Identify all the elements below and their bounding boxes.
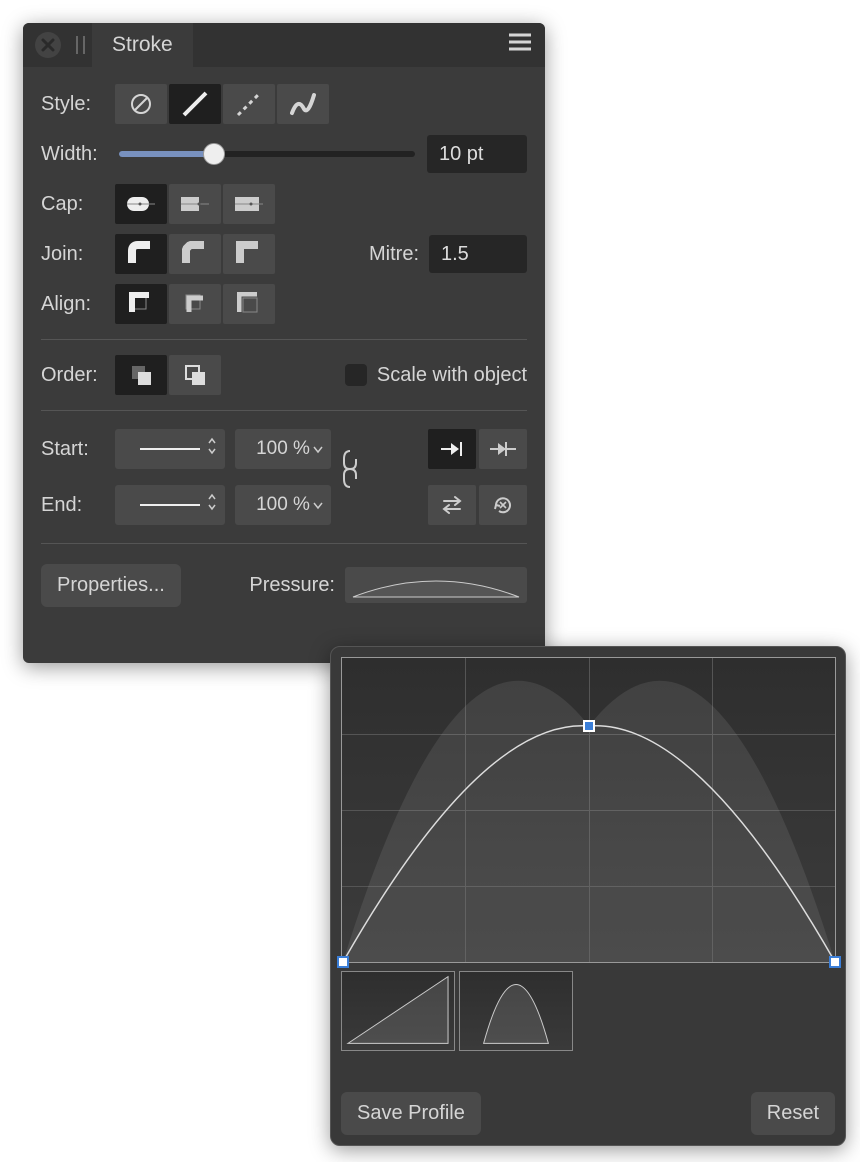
divider bbox=[41, 339, 527, 340]
row-cap: Cap: bbox=[41, 179, 527, 229]
preset-bell[interactable] bbox=[459, 971, 573, 1051]
style-none-button[interactable] bbox=[115, 84, 167, 124]
label-join: Join: bbox=[41, 243, 107, 266]
label-pressure: Pressure: bbox=[249, 574, 335, 597]
label-scale: Scale with object bbox=[377, 364, 527, 387]
style-texture-button[interactable] bbox=[277, 84, 329, 124]
mitre-field[interactable]: 1.5 bbox=[429, 235, 527, 273]
cap-square-button[interactable] bbox=[223, 184, 275, 224]
width-value: 10 pt bbox=[439, 143, 483, 166]
tab-label: Stroke bbox=[112, 33, 173, 57]
width-slider[interactable] bbox=[119, 151, 415, 157]
width-field[interactable]: 10 pt bbox=[427, 135, 527, 173]
align-center-button[interactable] bbox=[115, 284, 167, 324]
close-icon[interactable] bbox=[35, 32, 61, 58]
curve-editor[interactable] bbox=[341, 657, 836, 963]
save-profile-label: Save Profile bbox=[357, 1102, 465, 1124]
mitre-value: 1.5 bbox=[441, 243, 469, 266]
order-behind-button[interactable] bbox=[115, 355, 167, 395]
properties-button[interactable]: Properties... bbox=[41, 564, 181, 607]
cap-butt-button[interactable] bbox=[169, 184, 221, 224]
reset-arrows-button[interactable] bbox=[479, 485, 527, 525]
curve-handle-peak[interactable] bbox=[583, 720, 595, 732]
chevron-down-icon bbox=[313, 438, 323, 460]
cap-round-button[interactable] bbox=[115, 184, 167, 224]
label-width: Width: bbox=[41, 143, 107, 166]
save-profile-button[interactable]: Save Profile bbox=[341, 1092, 481, 1135]
stepper-icon bbox=[207, 437, 217, 461]
row-width: Width: 10 pt bbox=[41, 129, 527, 179]
style-solid-button[interactable] bbox=[169, 84, 221, 124]
style-dashed-button[interactable] bbox=[223, 84, 275, 124]
label-start: Start: bbox=[41, 438, 107, 461]
stepper-icon bbox=[207, 493, 217, 517]
end-pct-field[interactable]: 100 % bbox=[235, 485, 331, 525]
stroke-panel: Stroke Style: bbox=[23, 23, 545, 663]
label-mitre: Mitre: bbox=[369, 243, 419, 266]
chevron-down-icon bbox=[313, 494, 323, 516]
label-end: End: bbox=[41, 494, 107, 517]
reset-label: Reset bbox=[767, 1102, 819, 1124]
swap-arrows-button[interactable] bbox=[428, 485, 476, 525]
row-align: Align: bbox=[41, 279, 527, 329]
align-outside-button[interactable] bbox=[223, 284, 275, 324]
row-end: End: 100 % bbox=[41, 477, 527, 533]
row-style: Style: bbox=[41, 79, 527, 129]
row-order: Order: Scale with object bbox=[41, 350, 527, 400]
preset-row bbox=[341, 971, 835, 1051]
label-order: Order: bbox=[41, 364, 107, 387]
tab-stroke[interactable]: Stroke bbox=[92, 23, 193, 67]
start-pct-field[interactable]: 100 % bbox=[235, 429, 331, 469]
start-pct-value: 100 % bbox=[256, 438, 310, 460]
curve-handle-end[interactable] bbox=[829, 956, 841, 968]
properties-label: Properties... bbox=[57, 574, 165, 596]
divider bbox=[41, 543, 527, 544]
pressure-preview[interactable] bbox=[345, 567, 527, 603]
join-miter-button[interactable] bbox=[223, 234, 275, 274]
curve-handle-start[interactable] bbox=[337, 956, 349, 968]
panel-menu-icon[interactable] bbox=[509, 33, 531, 57]
join-bevel-button[interactable] bbox=[169, 234, 221, 274]
pressure-profile-popup: Save Profile Reset bbox=[330, 646, 846, 1146]
divider bbox=[41, 410, 527, 411]
popup-buttons: Save Profile Reset bbox=[341, 1092, 835, 1135]
arrow-end-button[interactable] bbox=[428, 429, 476, 469]
reset-button[interactable]: Reset bbox=[751, 1092, 835, 1135]
end-pct-value: 100 % bbox=[256, 494, 310, 516]
align-inside-button[interactable] bbox=[169, 284, 221, 324]
panel-tabbar: Stroke bbox=[23, 23, 545, 67]
row-join: Join: Mitre: 1.5 bbox=[41, 229, 527, 279]
label-align: Align: bbox=[41, 293, 107, 316]
label-style: Style: bbox=[41, 93, 107, 116]
order-front-button[interactable] bbox=[169, 355, 221, 395]
row-props: Properties... Pressure: bbox=[41, 560, 527, 610]
start-arrow-dropdown[interactable] bbox=[115, 429, 225, 469]
scale-checkbox[interactable] bbox=[345, 364, 367, 386]
row-start: Start: 100 % bbox=[41, 421, 527, 477]
end-arrow-dropdown[interactable] bbox=[115, 485, 225, 525]
drag-handle-icon[interactable] bbox=[75, 36, 86, 54]
preset-linear[interactable] bbox=[341, 971, 455, 1051]
join-round-button[interactable] bbox=[115, 234, 167, 274]
arrow-through-button[interactable] bbox=[479, 429, 527, 469]
label-cap: Cap: bbox=[41, 193, 107, 216]
